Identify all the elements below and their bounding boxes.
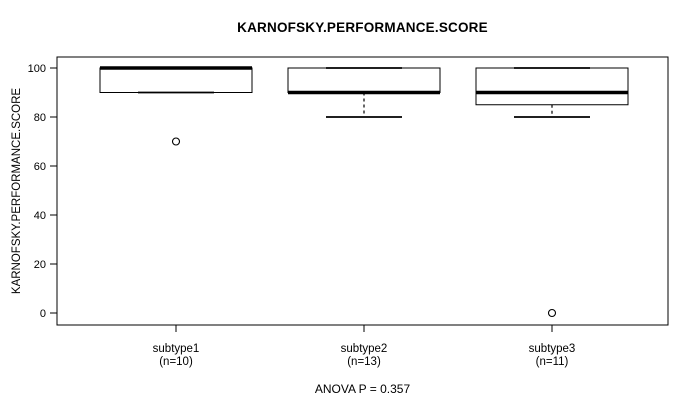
- category-count-label: (n=10): [159, 356, 193, 368]
- y-tick-label: 80: [34, 112, 46, 124]
- category-label: subtype2: [341, 343, 388, 355]
- iqr-box-subtype2: [287, 67, 441, 93]
- category-count-label: (n=11): [536, 356, 569, 368]
- outlier-point: [171, 137, 181, 146]
- anova-footnote: ANOVA P = 0.357: [314, 382, 411, 396]
- iqr-box-subtype1: [99, 67, 253, 93]
- y-tick-label: 60: [34, 161, 46, 173]
- category-label: subtype3: [529, 343, 576, 355]
- y-tick-label: 100: [28, 63, 46, 75]
- category-label: subtype1: [153, 343, 200, 355]
- iqr-box-subtype3: [475, 67, 629, 106]
- y-tick-label: 20: [34, 259, 46, 271]
- chart-title: KARNOFSKY.PERFORMANCE.SCORE: [237, 20, 488, 35]
- outlier-point: [547, 308, 557, 318]
- category-count-label: (n=13): [347, 356, 381, 368]
- y-tick-label: 0: [40, 308, 46, 320]
- plot-border: [56, 56, 669, 326]
- y-tick-label: 40: [34, 210, 46, 222]
